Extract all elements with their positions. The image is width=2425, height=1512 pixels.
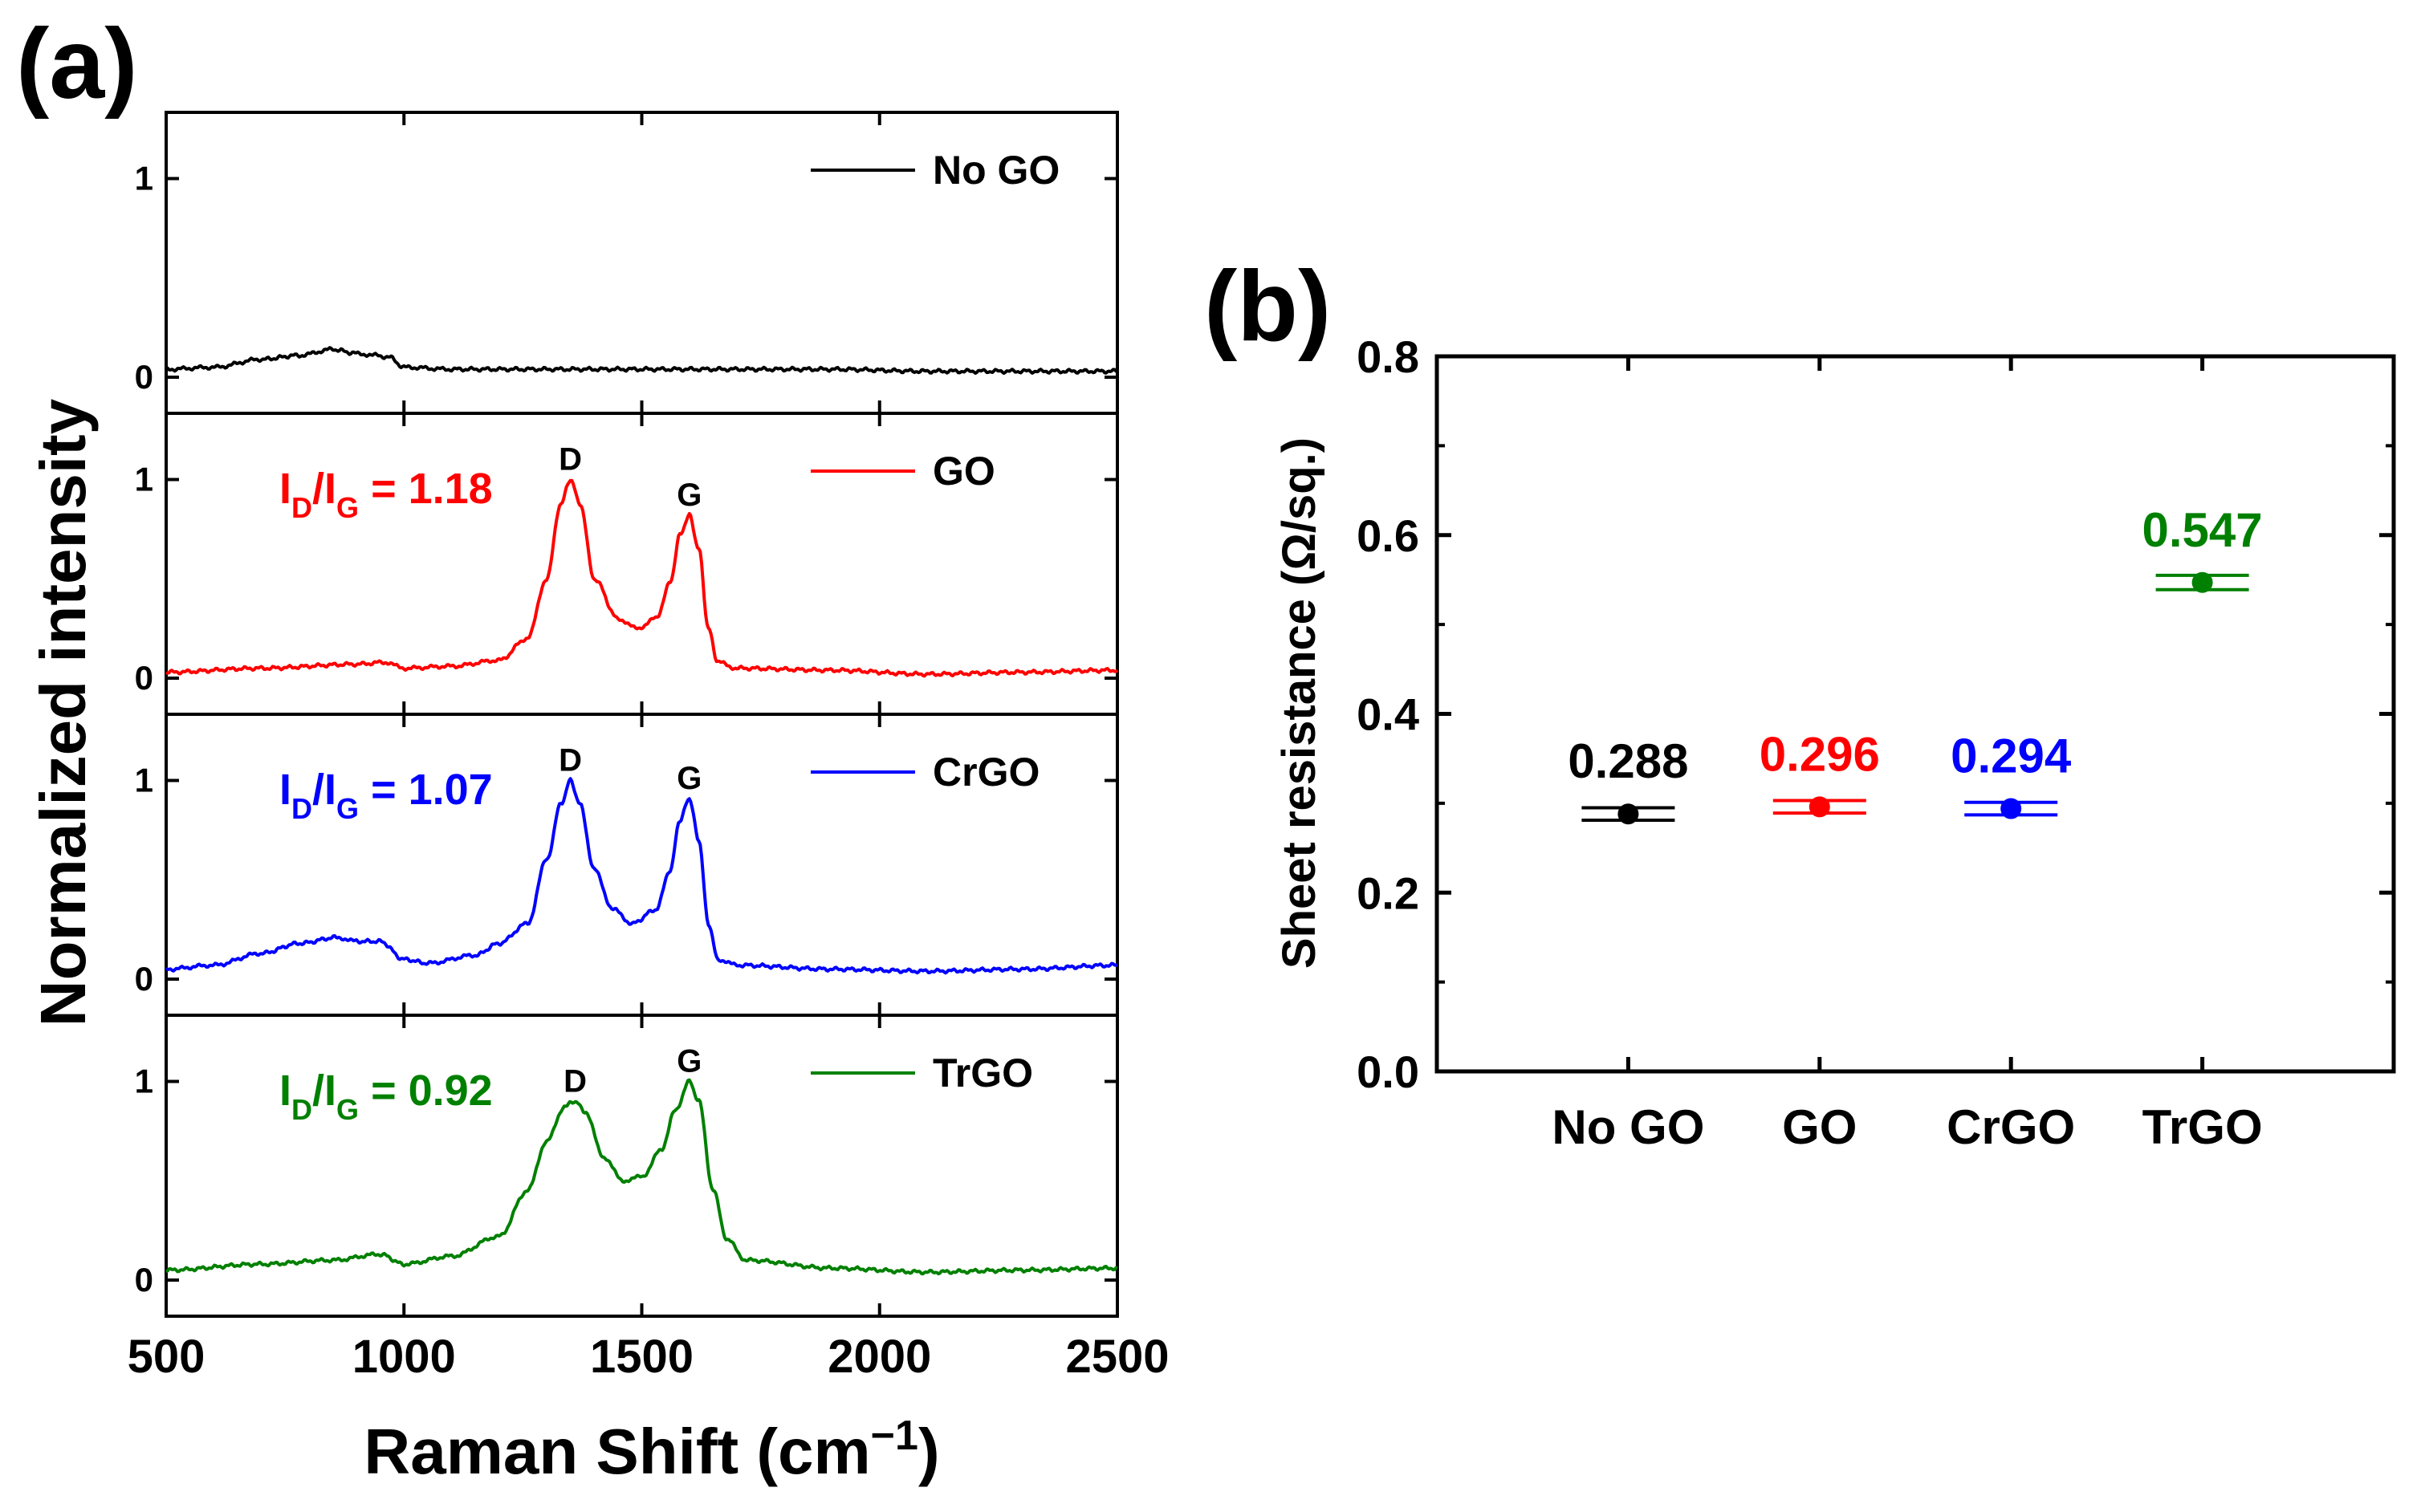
ratio-part: I xyxy=(324,766,336,814)
category-label: CrGO xyxy=(1947,1100,2075,1154)
peak-label-g: G xyxy=(677,761,702,796)
sheet-resistance-panel: 0.0 0.2 0.4 0.6 0.8 No GO 0.288 GO 0.296 CrGO 0.29… xyxy=(1357,331,2396,1154)
y-tick-label: 1 xyxy=(135,160,153,197)
intensity-ratio-label: ID/IG = 0.92 xyxy=(279,1067,493,1126)
ratio-part: I xyxy=(279,465,291,513)
legend-label: TrGO xyxy=(933,1051,1033,1095)
spectrum-line-crgo xyxy=(165,777,1118,975)
peak-label-d: D xyxy=(559,442,582,478)
ratio-part: I xyxy=(279,1067,291,1115)
x-tick-label: 1500 xyxy=(590,1331,694,1383)
data-point xyxy=(2000,798,2022,819)
peak-label-g: G xyxy=(677,478,702,513)
panel-a-label: (a) xyxy=(16,9,138,120)
x-tick-label: 2000 xyxy=(828,1331,931,1383)
value-label: 0.294 xyxy=(1951,730,2072,783)
peak-label-d: D xyxy=(559,743,582,778)
ratio-part: D xyxy=(291,491,312,524)
spectrum-line-no-go xyxy=(165,346,1118,375)
y-tick-label: 0 xyxy=(135,960,153,998)
category-label: GO xyxy=(1782,1100,1857,1154)
y-tick-label: 0.2 xyxy=(1357,868,1419,918)
ratio-part: G xyxy=(336,1093,359,1126)
raman-x-axis-unit: cm xyxy=(778,1416,871,1487)
peak-label-g: G xyxy=(677,1044,702,1079)
sheet-resistance-y-axis-label: Sheet resistance (Ω/sq.) xyxy=(1273,437,1325,969)
category-label: TrGO xyxy=(2142,1100,2263,1154)
spectrum-line-trgo xyxy=(165,1078,1118,1276)
ratio-part: D xyxy=(291,792,312,825)
x-tick-label: 2500 xyxy=(1065,1331,1169,1383)
legend-label: No GO xyxy=(933,148,1060,193)
peak-label-d: D xyxy=(564,1063,587,1099)
ratio-part: I xyxy=(324,1067,336,1115)
legend-label: CrGO xyxy=(933,750,1040,795)
y-tick-label: 0.4 xyxy=(1357,689,1419,740)
ratio-part: D xyxy=(291,1093,312,1126)
raman-x-axis-title: Raman Shift xyxy=(364,1416,738,1487)
value-label: 0.547 xyxy=(2142,503,2263,557)
y-tick-label: 1 xyxy=(135,762,153,799)
ratio-part: / xyxy=(312,766,324,814)
ratio-part: / xyxy=(312,1067,324,1115)
raman-x-axis-unit-exp: −1 xyxy=(871,1412,918,1459)
data-point xyxy=(1809,796,1830,818)
intensity-ratio-label: ID/IG = 1.07 xyxy=(279,766,493,825)
data-point xyxy=(1617,803,1639,825)
category-label: No GO xyxy=(1552,1100,1704,1154)
ratio-part: = 1.07 xyxy=(359,766,493,814)
ratio-part: G xyxy=(336,792,359,825)
y-tick-label: 0 xyxy=(135,1261,153,1299)
y-tick-label: 0 xyxy=(135,358,153,396)
ratio-part: I xyxy=(279,766,291,814)
y-tick-label: 0.6 xyxy=(1357,510,1419,561)
y-tick-label: 0 xyxy=(135,659,153,697)
raman-y-axis-label: Normalized intensity xyxy=(27,398,99,1026)
raman-x-axis-label: Raman Shift (cm−1) xyxy=(364,1412,939,1487)
ratio-part: = 1.18 xyxy=(359,465,493,513)
value-label: 0.288 xyxy=(1568,734,1688,788)
spectrum-line-go xyxy=(165,478,1119,678)
y-tick-label: 0.8 xyxy=(1357,331,1419,382)
y-tick-label: 1 xyxy=(135,461,153,498)
data-point xyxy=(2191,571,2213,593)
ratio-part: / xyxy=(312,465,324,513)
y-tick-label: 0.0 xyxy=(1357,1047,1419,1097)
panel-b-label: (b) xyxy=(1204,251,1331,362)
ratio-part: G xyxy=(336,491,359,524)
ratio-part: I xyxy=(324,465,336,513)
scatter-frame xyxy=(1434,354,2396,1074)
legend-label: GO xyxy=(933,449,995,494)
x-tick-label: 1000 xyxy=(352,1331,456,1383)
ratio-part: = 0.92 xyxy=(359,1067,493,1115)
intensity-ratio-label: ID/IG = 1.18 xyxy=(279,465,493,524)
y-tick-label: 1 xyxy=(135,1063,153,1100)
value-label: 0.296 xyxy=(1760,727,1880,781)
x-tick-label: 500 xyxy=(128,1331,205,1383)
